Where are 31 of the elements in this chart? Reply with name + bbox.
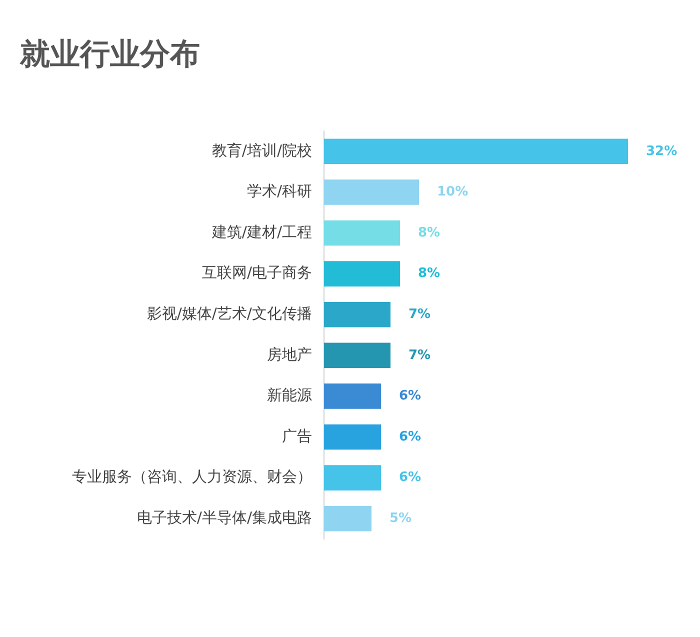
bar	[324, 465, 381, 490]
y-tick-label: 互联网/电子商务	[202, 264, 312, 282]
y-tick-label: 专业服务（咨询、人力资源、财会）	[72, 468, 312, 486]
y-tick-label: 建筑/建材/工程	[210, 222, 312, 241]
y-tick-label: 电子技术/半导体/集成电路	[136, 508, 312, 526]
data-label: 10%	[437, 184, 468, 200]
bar	[324, 342, 390, 368]
data-label: 32%	[646, 144, 678, 159]
data-label: 6%	[399, 388, 422, 404]
bar	[324, 384, 381, 409]
bar	[324, 138, 628, 164]
data-label: 6%	[399, 429, 422, 444]
data-label: 8%	[418, 266, 440, 282]
bar	[324, 180, 419, 205]
bar	[324, 261, 400, 286]
data-label: 8%	[418, 225, 440, 240]
bar	[324, 506, 372, 532]
y-tick-label: 影视/媒体/艺术/文化传播	[146, 304, 312, 322]
chart-title: 就业行业分布	[20, 36, 200, 74]
bar	[324, 302, 390, 328]
y-tick-label: 教育/培训/院校	[212, 141, 312, 160]
data-label: 6%	[399, 470, 422, 486]
y-tick-label: 新能源	[267, 386, 312, 404]
y-tick-label: 学术/科研	[246, 182, 312, 200]
y-tick-label: 广告	[282, 426, 312, 445]
data-label: 7%	[408, 306, 431, 322]
data-label: 5%	[390, 510, 412, 526]
bar	[324, 424, 381, 450]
y-tick-label: 房地产	[267, 345, 312, 364]
bar	[324, 220, 400, 246]
data-label: 7%	[408, 348, 431, 363]
